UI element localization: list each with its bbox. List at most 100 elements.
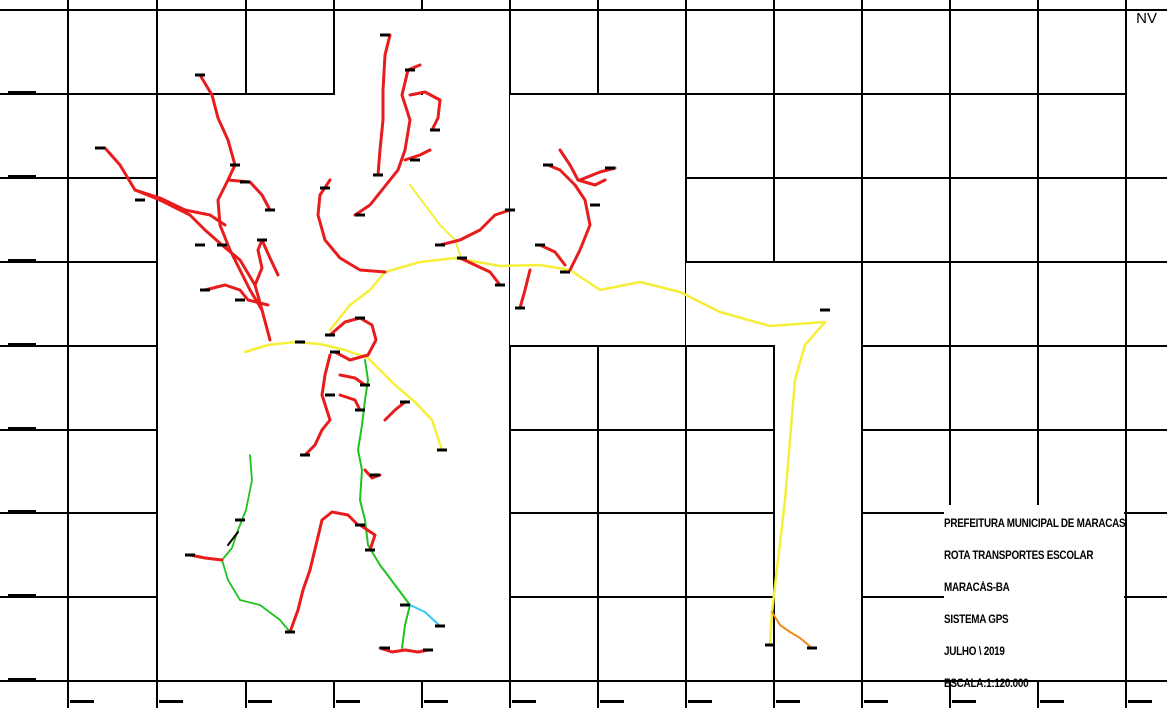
route-red-northeast-5 [518,268,532,310]
grid-tick-left [8,259,36,262]
stop-marker [373,173,383,177]
route-red-north-8 [353,63,422,217]
grid-tick-bottom [776,700,800,703]
stop-marker [437,448,447,452]
grid-tick-bottom [600,700,624,703]
stop-marker [535,243,545,247]
grid-tick-bottom [424,700,448,703]
stop-marker [423,648,433,652]
stop-marker [820,308,830,312]
route-red-north-6 [203,283,270,307]
grid-tick-left [8,510,36,513]
title-block: PREFEITURA MUNICIPAL DE MARACAS ROTA TRA… [944,508,1164,700]
route-cyan [409,604,441,627]
stop-marker [543,163,553,167]
stop-marker [505,208,515,212]
route-red-center-2 [303,353,332,457]
grid-tick-bottom [248,700,272,703]
stop-marker [430,128,440,132]
stop-marker [765,643,775,647]
grid-tick-bottom [688,700,712,703]
stop-marker [605,166,615,170]
routes-layer [103,33,827,654]
route-red-north-12 [438,208,512,247]
stop-marker [435,243,445,247]
stop-marker [405,68,415,72]
stop-marker [355,408,365,412]
grid-tick-left [8,91,36,94]
stop-marker [325,333,335,337]
route-red-north-11 [403,148,432,162]
stop-marker [360,383,370,387]
stop-marker [135,198,145,202]
route-red-northeast-4 [538,243,567,267]
route-green-center [357,359,411,649]
route-yellow-north [328,256,827,332]
stop-marker [330,350,340,354]
route-red-north-1 [103,146,272,342]
map-clear-area [775,346,861,680]
stop-marker [185,553,195,557]
grid-ticks [8,91,1152,703]
title-line-6: ESCALA:1:120.000 [944,678,1029,690]
route-red-south-3 [378,646,430,654]
grid-tick-bottom [1040,700,1064,703]
stop-marker [410,158,420,162]
grid-tick-left [8,427,36,430]
stop-marker [400,400,410,404]
grid-tick-bottom [1128,700,1152,703]
route-red-north-10 [408,90,442,132]
route-yellow-northspur [409,184,461,256]
stop-marker [325,393,335,397]
stop-marker [285,630,295,634]
map-clear-area [158,95,509,680]
grid-tick-left [8,343,36,346]
title-line-3: MARACÁS-BA [944,582,1010,594]
route-yellow-east-south [768,320,827,647]
title-line-4: SISTEMA GPS [944,614,1009,626]
route-red-north-4 [133,188,227,227]
stop-marker [265,208,275,212]
grid-tick-bottom [70,700,94,703]
map-clear-area [335,11,509,94]
stop-marker [380,646,390,650]
stop-marker [457,256,467,260]
route-red-center-5 [383,400,407,422]
route-red-southeast [771,611,813,649]
map-clear-area [944,505,1124,680]
stop-marker [515,306,525,310]
route-red-north-5 [253,238,280,287]
map-clear-area [686,263,861,345]
grid-tick-bottom [512,700,536,703]
stop-marker [230,163,240,167]
stop-marker [257,238,267,242]
stop-marker [355,213,365,217]
map-clear-area [159,11,245,94]
stop-marker [355,523,365,527]
stop-marker [195,243,205,247]
route-red-center-3 [338,393,362,412]
stop-marker [370,473,380,477]
stop-marker [200,288,210,292]
stop-markers [95,33,830,652]
title-line-1: PREFEITURA MUNICIPAL DE MARACAS [944,518,1126,530]
route-red-north-13 [458,256,502,287]
grid-tick-bottom [159,700,183,703]
grid-tick-left [8,594,36,597]
route-red-center-4 [338,373,367,387]
route-red-north-3 [226,178,272,212]
grid-tick-left [8,175,36,178]
stop-marker [435,624,445,628]
grid-tick-bottom [952,700,976,703]
route-red-south-2 [358,523,377,552]
route-red-northeast-1 [546,163,592,272]
stop-marker [380,33,390,37]
stop-marker [560,270,570,274]
stop-marker [195,73,205,77]
sheet-label: NV [1136,10,1157,27]
stop-marker [320,186,330,190]
stop-marker [590,203,600,207]
route-red-north-2 [198,73,264,312]
grid-tick-bottom [336,700,360,703]
